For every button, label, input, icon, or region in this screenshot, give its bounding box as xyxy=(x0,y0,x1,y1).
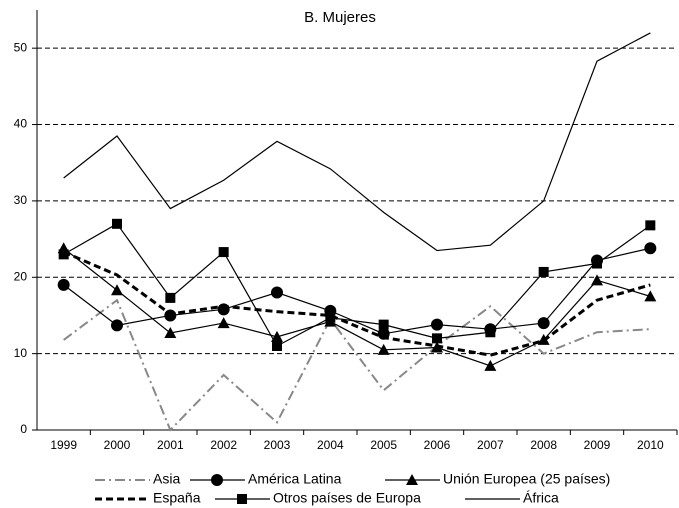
series-line xyxy=(63,250,651,357)
marker xyxy=(378,319,389,330)
marker xyxy=(484,359,497,371)
legend-label: África xyxy=(523,490,559,506)
x-tick-label: 2008 xyxy=(530,438,557,452)
marker xyxy=(537,317,550,330)
x-tick-label: 2010 xyxy=(637,438,664,452)
y-tick-label: 20 xyxy=(14,269,28,283)
marker xyxy=(592,258,602,269)
marker xyxy=(164,309,177,322)
marker xyxy=(591,274,603,286)
marker xyxy=(431,318,443,331)
y-tick-label: 0 xyxy=(20,422,27,436)
marker xyxy=(271,286,283,299)
legend-label: Otros países de Europa xyxy=(273,490,421,506)
marker xyxy=(271,330,283,342)
series-line xyxy=(63,32,651,252)
marker xyxy=(164,327,177,339)
marker xyxy=(645,220,656,231)
marker xyxy=(377,343,390,355)
legend-label: América Latina xyxy=(248,471,342,487)
x-tick-label: 2005 xyxy=(370,438,397,452)
marker xyxy=(272,341,282,351)
y-tick-label: 30 xyxy=(14,193,28,207)
series-line xyxy=(63,247,651,335)
marker xyxy=(432,333,442,344)
x-tick-label: 2002 xyxy=(210,438,237,452)
y-tick-label: 10 xyxy=(14,346,28,360)
x-tick-label: 2001 xyxy=(157,438,184,452)
series-line xyxy=(63,247,651,367)
marker xyxy=(58,249,69,260)
marker xyxy=(237,494,247,504)
marker xyxy=(485,327,496,338)
marker xyxy=(165,292,176,303)
x-tick-label: 2006 xyxy=(424,438,451,452)
x-tick-label: 1999 xyxy=(50,438,77,452)
marker xyxy=(538,266,549,277)
legend-label: Unión Europea (25 países) xyxy=(443,471,610,487)
x-tick-label: 2007 xyxy=(477,438,504,452)
legend-label: Asia xyxy=(153,471,180,487)
x-tick-label: 2004 xyxy=(317,438,344,452)
marker xyxy=(57,278,70,291)
marker xyxy=(218,247,229,258)
marker xyxy=(111,284,123,296)
marker xyxy=(211,474,223,486)
marker xyxy=(112,218,122,229)
marker xyxy=(217,317,230,329)
x-tick-label: 2000 xyxy=(104,438,131,452)
x-tick-label: 2009 xyxy=(584,438,611,452)
y-tick-label: 40 xyxy=(14,117,28,131)
series-line xyxy=(63,298,651,432)
marker xyxy=(644,242,657,255)
marker xyxy=(406,474,418,485)
marker xyxy=(325,312,336,323)
series-line xyxy=(63,223,651,347)
chart-title: B. Mujeres xyxy=(304,9,376,26)
x-tick-label: 2003 xyxy=(264,438,291,452)
y-tick-label: 50 xyxy=(14,40,28,54)
legend-label: España xyxy=(153,490,201,506)
marker xyxy=(644,290,657,302)
marker xyxy=(111,319,123,332)
